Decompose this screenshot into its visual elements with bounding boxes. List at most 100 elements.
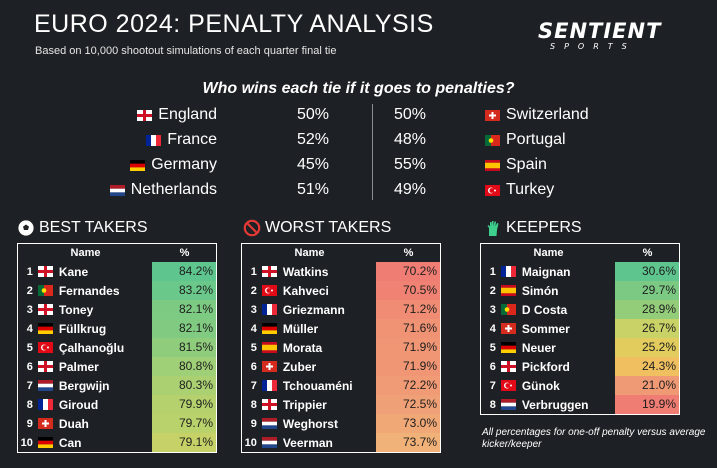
flag-fra-icon bbox=[146, 134, 162, 146]
ties-divider bbox=[372, 104, 373, 200]
flag-sui-icon bbox=[261, 361, 277, 372]
flag-fra-icon bbox=[37, 399, 53, 410]
table-row: 2 Kahveci 70.5% bbox=[242, 281, 441, 300]
flag-por-icon bbox=[485, 134, 500, 146]
player-name: Can bbox=[58, 435, 82, 450]
player-pct: 73.7% bbox=[375, 433, 441, 452]
flag-esp-icon bbox=[500, 285, 516, 296]
row-rank: 5 bbox=[250, 341, 257, 354]
penalty-question: Who wins each tie if it goes to penaltie… bbox=[202, 80, 515, 97]
row-rank: 6 bbox=[26, 360, 33, 373]
player-name: Griezmann bbox=[282, 302, 345, 317]
player-name: Maignan bbox=[521, 264, 571, 279]
flag-tur-icon bbox=[261, 285, 277, 296]
player-pct: 79.7% bbox=[151, 414, 217, 433]
row-rank: 3 bbox=[489, 303, 496, 316]
row-rank: 3 bbox=[26, 303, 33, 316]
player-name: Toney bbox=[58, 302, 94, 317]
player-name: Simón bbox=[521, 283, 559, 298]
section-heading-text: KEEPERS bbox=[506, 219, 582, 236]
flag-fra-icon bbox=[261, 380, 277, 391]
tie-pct-a: 52% bbox=[297, 131, 330, 148]
tie-pct-b: 55% bbox=[394, 156, 427, 173]
table-row: 4 Füllkrug 82.1% bbox=[18, 319, 217, 338]
logo-sub-text: SPORTS bbox=[550, 42, 636, 51]
table-row: 5 Morata 71.9% bbox=[242, 338, 441, 357]
column-header-pct: % bbox=[642, 247, 653, 259]
player-pct: 72.2% bbox=[375, 376, 441, 395]
row-rank: 4 bbox=[26, 322, 33, 335]
flag-ger-icon bbox=[261, 323, 277, 334]
soccer-ball-icon bbox=[17, 219, 35, 237]
row-rank: 1 bbox=[250, 265, 257, 278]
player-name: D Costa bbox=[521, 302, 568, 317]
row-rank: 2 bbox=[26, 284, 33, 297]
table-row: 5 Çalhanoğlu 81.5% bbox=[18, 338, 217, 357]
column-header-name: Name bbox=[294, 247, 325, 259]
player-name: Bergwijn bbox=[58, 378, 110, 393]
row-rank: 8 bbox=[489, 398, 496, 411]
table-header: Name % bbox=[242, 244, 440, 262]
tie-row: France 52% 48% Portugal bbox=[0, 129, 717, 154]
player-pct: 72.5% bbox=[375, 395, 441, 414]
player-pct: 81.5% bbox=[151, 338, 217, 357]
tie-team-b: Spain bbox=[485, 156, 547, 174]
player-name: Kahveci bbox=[282, 283, 329, 298]
flag-ger-icon bbox=[130, 159, 146, 171]
player-name: Müller bbox=[282, 321, 319, 336]
team-a-name: Netherlands bbox=[130, 181, 217, 198]
player-pct: 83.2% bbox=[151, 281, 217, 300]
player-name: Palmer bbox=[58, 359, 99, 374]
player-pct: 71.6% bbox=[375, 319, 441, 338]
row-rank: 7 bbox=[250, 379, 257, 392]
row-rank: 6 bbox=[489, 360, 496, 373]
sentient-sports-logo: SENTIENT SPORTS bbox=[538, 20, 698, 58]
tie-row: Netherlands 51% 49% Turkey bbox=[0, 179, 717, 204]
row-rank: 8 bbox=[26, 398, 33, 411]
player-name: Tchouaméni bbox=[282, 378, 353, 393]
flag-tur-icon bbox=[37, 342, 53, 353]
player-name: Neuer bbox=[521, 340, 556, 355]
table-row: 9 Weghorst 73.0% bbox=[242, 414, 441, 433]
table-row: 3 D Costa 28.9% bbox=[481, 300, 680, 319]
ranking-table: Name % 1 Watkins 70.2% 2 Kahveci 70.5% 3… bbox=[241, 243, 441, 453]
player-name: Kane bbox=[58, 264, 89, 279]
player-pct: 82.1% bbox=[151, 300, 217, 319]
footnote: All percentages for one-off penalty vers… bbox=[482, 427, 706, 450]
player-name: Veerman bbox=[282, 435, 333, 450]
tie-team-a: Germany bbox=[130, 156, 217, 174]
table-row: 1 Watkins 70.2% bbox=[242, 262, 441, 281]
player-name: Trippier bbox=[282, 397, 327, 412]
row-rank: 10 bbox=[20, 436, 33, 449]
tie-pct-b: 49% bbox=[394, 181, 427, 198]
flag-eng-icon bbox=[37, 266, 53, 277]
player-name: Duah bbox=[58, 416, 89, 431]
table-row: 8 Trippier 72.5% bbox=[242, 395, 441, 414]
section-heading: WORST TAKERS bbox=[243, 219, 391, 237]
flag-ger-icon bbox=[37, 323, 53, 334]
player-pct: 73.0% bbox=[375, 414, 441, 433]
player-pct: 71.9% bbox=[375, 338, 441, 357]
table-row: 3 Griezmann 71.2% bbox=[242, 300, 441, 319]
table-row: 10 Veerman 73.7% bbox=[242, 433, 441, 452]
row-rank: 7 bbox=[489, 379, 496, 392]
player-pct: 79.1% bbox=[151, 433, 217, 452]
row-rank: 4 bbox=[250, 322, 257, 335]
player-name: Günok bbox=[521, 378, 560, 393]
flag-ger-icon bbox=[37, 437, 53, 448]
flag-ned-icon bbox=[261, 437, 277, 448]
table-row: 10 Can 79.1% bbox=[18, 433, 217, 452]
table-row: 3 Toney 82.1% bbox=[18, 300, 217, 319]
player-name: Watkins bbox=[282, 264, 329, 279]
player-pct: 70.2% bbox=[375, 262, 441, 281]
team-a-name: France bbox=[167, 131, 217, 148]
column-header-name: Name bbox=[533, 247, 564, 259]
row-rank: 5 bbox=[26, 341, 33, 354]
flag-por-icon bbox=[37, 285, 53, 296]
player-pct: 28.9% bbox=[614, 300, 680, 319]
tie-team-b: Portugal bbox=[485, 131, 566, 149]
flag-eng-icon bbox=[37, 304, 53, 315]
row-rank: 3 bbox=[250, 303, 257, 316]
tie-pct-b: 50% bbox=[394, 106, 427, 123]
ranking-table: Name % 1 Maignan 30.6% 2 Simón 29.7% 3 D… bbox=[480, 243, 680, 415]
